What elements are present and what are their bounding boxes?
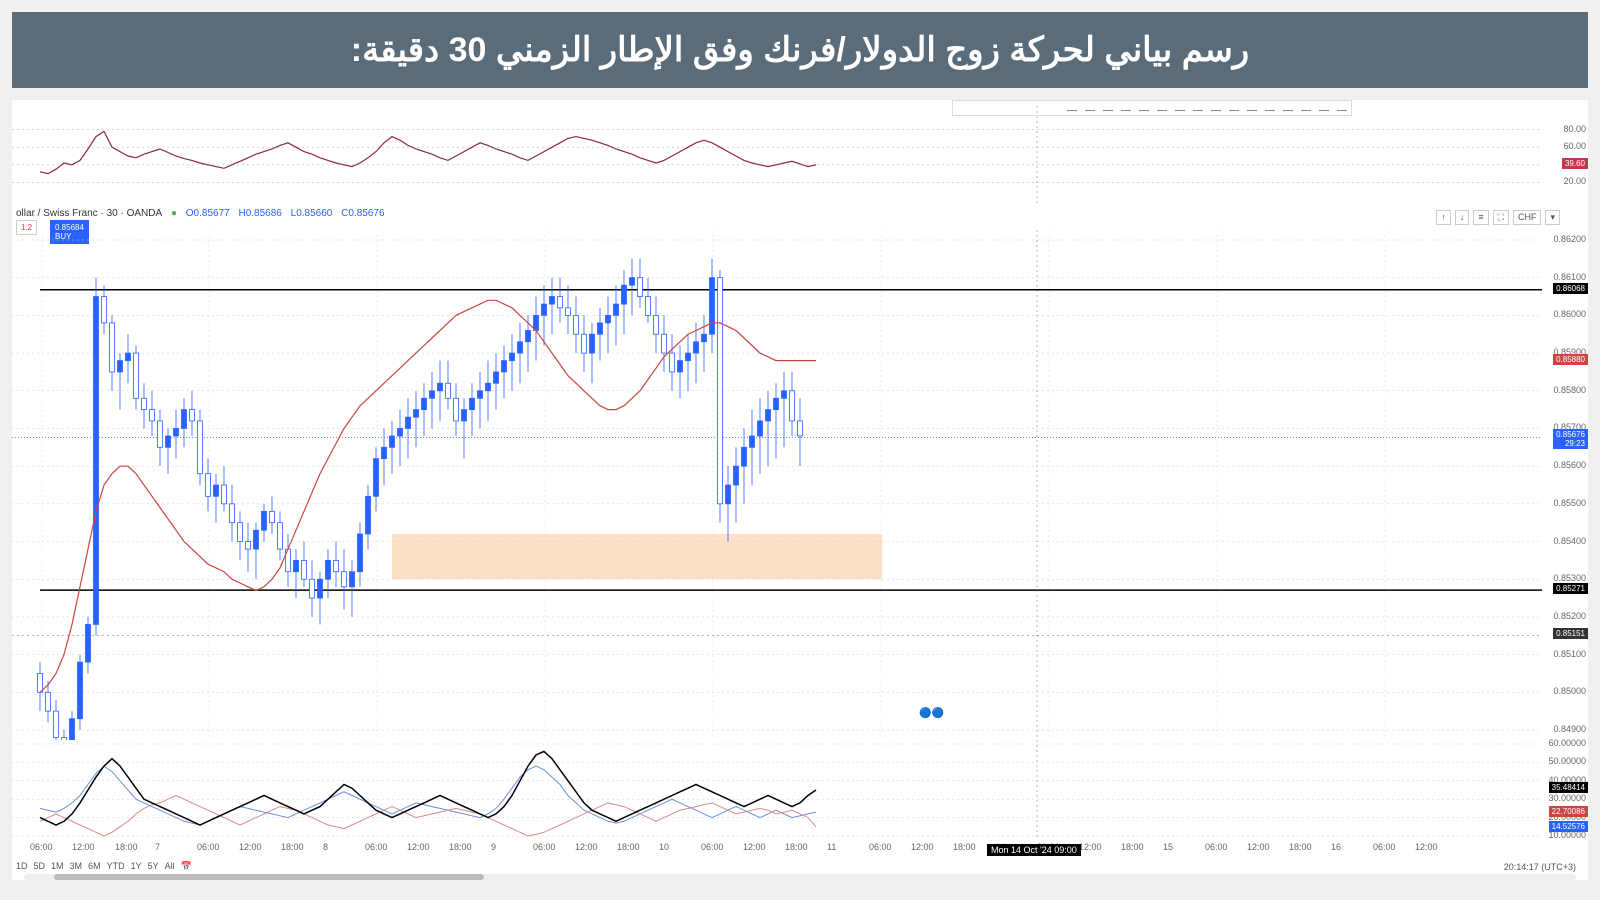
adx-chart[interactable] (12, 740, 1588, 840)
time-axis-label: 06:00 (869, 842, 892, 852)
time-axis-label: 11 (827, 842, 836, 852)
price-chart[interactable] (12, 230, 1588, 740)
event-flag-icon: 🔵🔵 (922, 708, 944, 720)
timeframe-3M[interactable]: 3M (70, 861, 83, 872)
clock: 20:14:17 (UTC+3) (1504, 862, 1576, 872)
time-axis-label: 18:00 (617, 842, 640, 852)
time-axis-label: 18:00 (785, 842, 808, 852)
time-axis-label: 12:00 (72, 842, 95, 852)
time-axis-label: 15 (1163, 842, 1173, 852)
time-axis-label: 06:00 (533, 842, 556, 852)
expand-icon: ⛶ (1493, 210, 1509, 225)
symbol-info: ollar / Swiss Franc · 30 · OANDA ● O0.85… (16, 208, 391, 219)
timeframe-5Y[interactable]: 5Y (148, 861, 159, 872)
time-axis-label: 12:00 (239, 842, 262, 852)
time-axis-label: 06:00 (30, 842, 53, 852)
time-axis-label: 12:00 (1247, 842, 1270, 852)
time-axis-label: 06:00 (701, 842, 724, 852)
page-title: رسم بياني لحركة زوج الدولار/فرنك وفق الإ… (12, 12, 1588, 88)
time-axis-label: 10 (659, 842, 669, 852)
time-axis-label: 12:00 (407, 842, 430, 852)
chart-controls[interactable]: ↑↓≡⛶CHF▾ (1436, 210, 1560, 225)
time-axis-label: 12:00 (911, 842, 934, 852)
time-axis-label: 12:00 (575, 842, 598, 852)
time-axis-label: 12:00 (743, 842, 766, 852)
arrow-down-icon: ↓ (1455, 210, 1470, 225)
timeframe-selector[interactable]: 1D 5D 1M 3M 6M YTD 1Y 5Y All 📅 (16, 861, 192, 872)
chart-container: ollar / Swiss Franc · 30 · OANDA ● O0.85… (12, 100, 1588, 880)
time-axis-label: 18:00 (115, 842, 138, 852)
time-axis-label: 7 (155, 842, 160, 852)
calendar-icon[interactable]: 📅 (181, 861, 192, 872)
time-axis-label: 9 (491, 842, 496, 852)
time-axis-label: 18:00 (953, 842, 976, 852)
timeframe-All[interactable]: All (165, 861, 175, 872)
time-axis-label: 06:00 (1205, 842, 1228, 852)
time-axis-label: 06:00 (1373, 842, 1396, 852)
timeframe-YTD[interactable]: YTD (107, 861, 125, 872)
time-axis-label: 06:00 (365, 842, 388, 852)
arrow-up-icon: ↑ (1436, 210, 1451, 225)
horizontal-scrollbar[interactable] (24, 874, 1576, 880)
timeframe-5D[interactable]: 5D (34, 861, 46, 872)
time-axis: 06:00 12:00 18:00 7 06:00 12:00 18:00 8 06:00 12:… (12, 842, 1568, 856)
timeframe-1D[interactable]: 1D (16, 861, 28, 872)
time-axis-label: 06:00 (197, 842, 220, 852)
rsi-chart[interactable] (12, 106, 1588, 206)
time-axis-label: 18:00 (1289, 842, 1312, 852)
time-axis-label: 18:00 (1121, 842, 1144, 852)
time-axis-label: 12:00 (1079, 842, 1102, 852)
chevron-down-icon: ▾ (1545, 210, 1560, 225)
timeframe-1Y[interactable]: 1Y (131, 861, 142, 872)
time-axis-label: 8 (323, 842, 328, 852)
timeframe-1M[interactable]: 1M (51, 861, 64, 872)
time-axis-label: 18:00 (449, 842, 472, 852)
time-axis-label: 12:00 (1415, 842, 1438, 852)
timeframe-6M[interactable]: 6M (88, 861, 101, 872)
menu-icon: ≡ (1473, 210, 1488, 225)
time-cursor-label: Mon 14 Oct '24 09:00 (987, 844, 1081, 856)
time-axis-label: 18:00 (281, 842, 304, 852)
time-axis-label: 16 (1331, 842, 1341, 852)
